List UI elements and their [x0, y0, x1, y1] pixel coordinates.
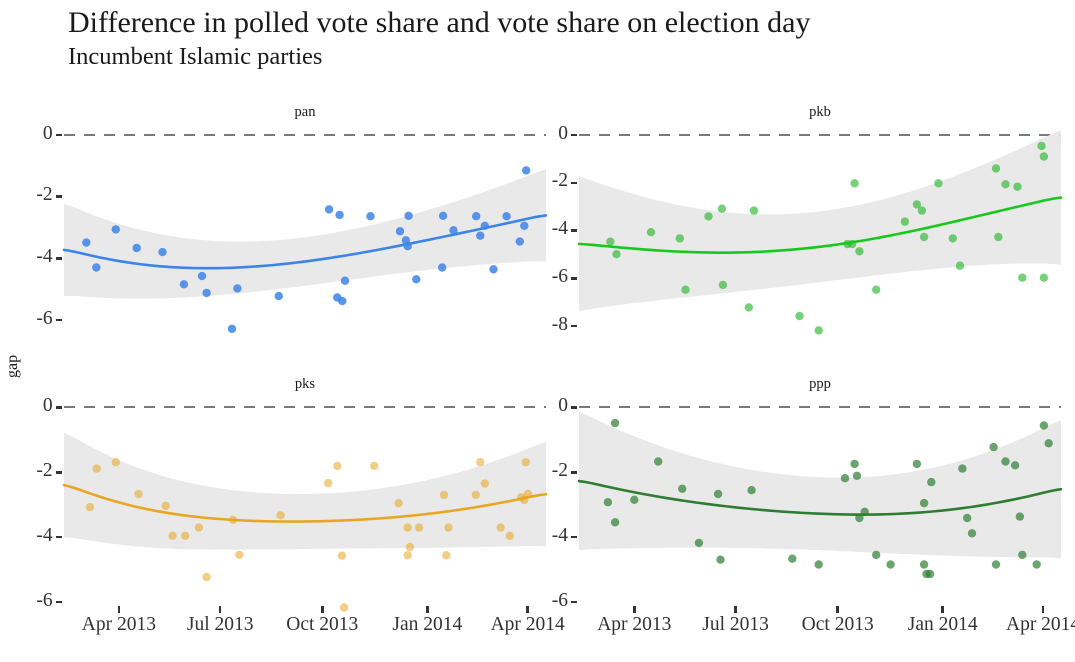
- svg-text:pkb: pkb: [809, 104, 831, 120]
- svg-text:pks: pks: [295, 376, 315, 392]
- svg-text:ppp: ppp: [809, 376, 831, 392]
- svg-text:pan: pan: [294, 104, 316, 120]
